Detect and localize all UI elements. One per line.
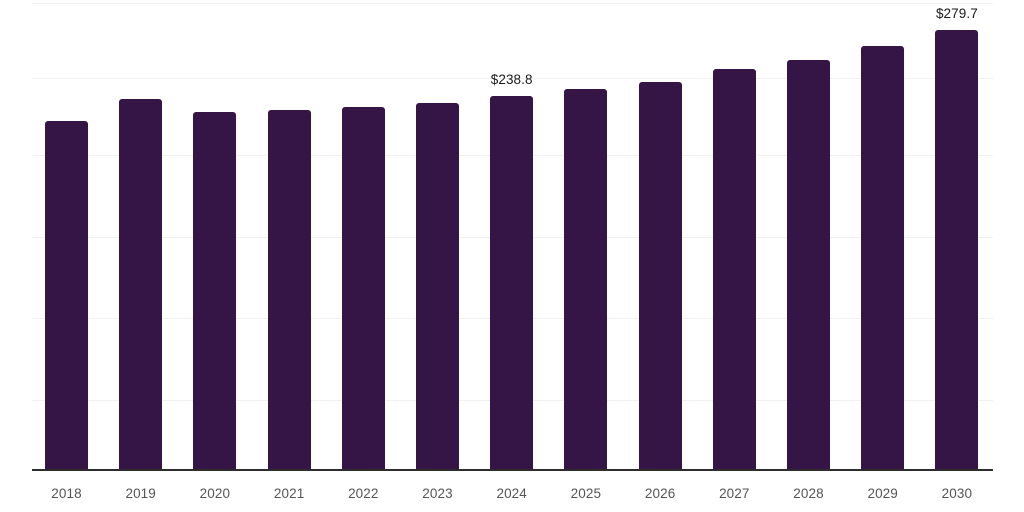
x-tick-2030: 2030 — [941, 486, 973, 501]
bar-column[interactable] — [267, 0, 311, 469]
x-tick-2019: 2019 — [125, 486, 156, 501]
bar-column[interactable] — [787, 0, 830, 469]
bar-column[interactable]: $279.7 — [935, 0, 979, 469]
bar-column[interactable] — [45, 0, 88, 469]
bar-2024[interactable] — [490, 96, 534, 469]
bar-2029[interactable] — [861, 46, 905, 469]
bar-column[interactable] — [638, 0, 682, 469]
bar-value-label-2024: $238.8 — [490, 72, 533, 87]
bar-2019[interactable] — [119, 99, 163, 469]
bar-2018[interactable] — [45, 121, 88, 469]
bar-column[interactable] — [861, 0, 905, 469]
bar-column[interactable] — [341, 0, 385, 469]
bar-column[interactable]: $238.8 — [490, 0, 534, 469]
x-tick-2022: 2022 — [348, 486, 379, 501]
gridline — [32, 3, 993, 4]
bar-column[interactable] — [564, 0, 608, 469]
bar-value-label-2030: $279.7 — [935, 6, 978, 21]
bar-2028[interactable] — [787, 60, 830, 469]
bar-2030[interactable] — [935, 30, 979, 469]
x-tick-2023: 2023 — [422, 486, 453, 501]
x-tick-2029: 2029 — [867, 486, 898, 501]
bar-2026[interactable] — [638, 82, 682, 469]
bar-2022[interactable] — [341, 107, 385, 469]
plot-area: $238.8 $279.7 — [32, 0, 993, 469]
x-tick-2025: 2025 — [570, 486, 602, 501]
x-tick-2028: 2028 — [793, 486, 824, 501]
x-axis-line — [32, 469, 993, 471]
gridline — [32, 78, 993, 79]
bar-2021[interactable] — [267, 110, 311, 469]
bar-2025[interactable] — [564, 89, 608, 469]
bar-column[interactable] — [712, 0, 756, 469]
x-tick-2021: 2021 — [273, 486, 305, 501]
x-tick-2027: 2027 — [719, 486, 750, 501]
bar-column[interactable] — [416, 0, 459, 469]
x-tick-2020: 2020 — [199, 486, 231, 501]
x-tick-2018: 2018 — [51, 486, 82, 501]
bar-2023[interactable] — [416, 103, 459, 469]
bar-2020[interactable] — [193, 112, 237, 469]
x-tick-2026: 2026 — [644, 486, 676, 501]
bar-2027[interactable] — [712, 69, 756, 469]
x-tick-2024: 2024 — [496, 486, 527, 501]
bar-column[interactable] — [193, 0, 237, 469]
bar-column[interactable] — [119, 0, 163, 469]
